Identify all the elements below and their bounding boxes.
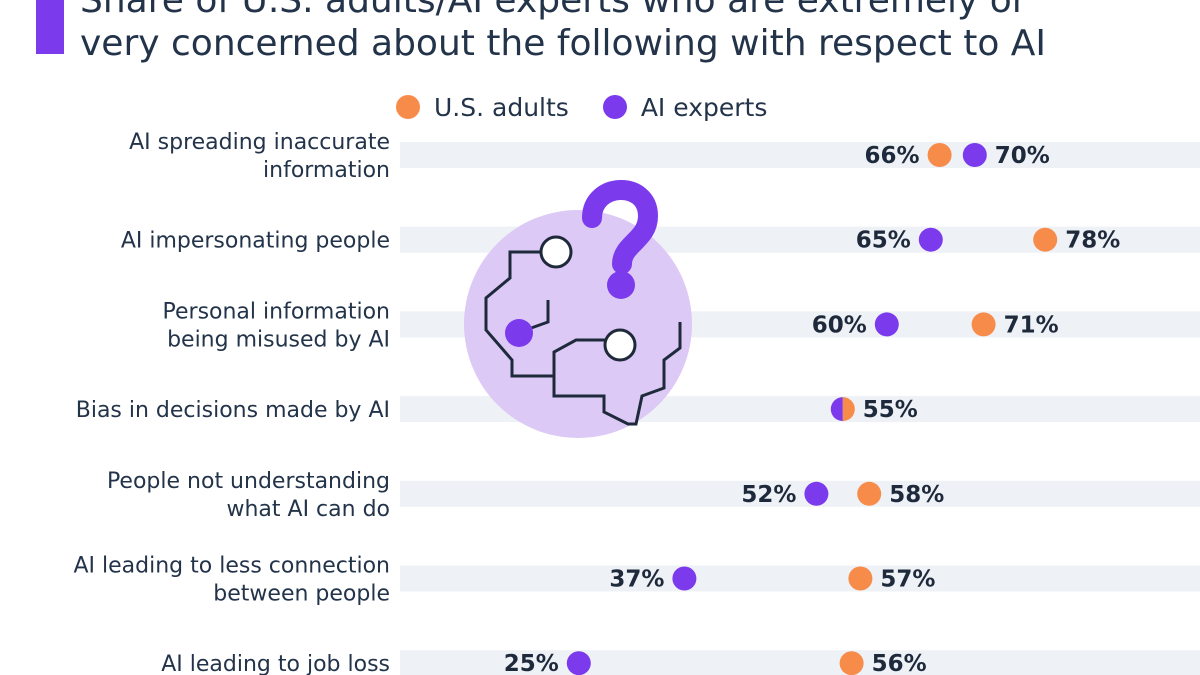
row-band — [400, 480, 1200, 507]
dot-us-adults — [842, 397, 855, 422]
row-band — [400, 650, 1200, 675]
dot-ai-experts — [830, 397, 843, 422]
title-accent-bar — [36, 0, 64, 54]
brain-question-mark-icon — [464, 180, 692, 438]
category-label: AI spreading inaccurate — [129, 130, 390, 155]
dot-ai-experts — [962, 143, 987, 167]
category-label: People not understanding — [107, 469, 390, 494]
value-label: 71% — [1004, 312, 1059, 338]
category-labels: AI spreading inaccurate information AI imp… — [74, 130, 391, 675]
category-label: Personal information — [163, 299, 391, 324]
category-label: AI leading to job loss — [161, 652, 390, 675]
legend-item-us-adults: U.S. adults — [396, 93, 569, 122]
value-label: 60% — [812, 312, 867, 338]
value-label: 25% — [504, 651, 559, 675]
chart-title-line-1: Share of U.S. adults/AI experts who are … — [80, 0, 1027, 21]
value-label: 57% — [880, 567, 935, 593]
data-points — [566, 143, 1058, 675]
dot-ai-experts — [874, 312, 899, 337]
value-label: 52% — [741, 482, 796, 508]
value-labels: 66% 70% 65% 78% 60% 71% 55% 52% 58% 37% 57% 25% 56% — [504, 143, 1121, 675]
dot-us-adults — [839, 651, 864, 675]
dot-us-adults — [927, 143, 952, 167]
row-band — [400, 142, 1200, 168]
category-label: being misused by AI — [167, 327, 390, 352]
dot-us-adults — [971, 312, 996, 337]
value-label: 65% — [856, 228, 911, 254]
dot-ai-experts — [566, 651, 591, 675]
row-band — [400, 565, 1200, 592]
value-label: 56% — [872, 651, 927, 675]
legend-item-ai-experts: AI experts — [602, 92, 768, 122]
legend-label-ai-experts: AI experts — [640, 92, 768, 122]
legend-swatch-us-adults — [396, 95, 420, 119]
value-label: 66% — [865, 143, 920, 169]
chart-title-line-2: very concerned about the following with … — [80, 23, 1047, 64]
dot-ai-experts — [918, 227, 943, 252]
dot-ai-experts — [804, 481, 829, 506]
category-label: AI impersonating people — [121, 229, 390, 254]
value-label: 78% — [1065, 228, 1120, 254]
value-label: 55% — [863, 397, 918, 423]
category-label: what AI can do — [226, 497, 390, 522]
category-label: information — [263, 158, 390, 183]
legend-label-us-adults: U.S. adults — [434, 92, 569, 122]
category-label: Bias in decisions made by AI — [76, 398, 390, 423]
dot-ai-experts — [672, 566, 697, 591]
legend-swatch-ai-experts — [602, 95, 627, 119]
category-label: between people — [213, 582, 390, 607]
dot-us-adults — [1033, 227, 1058, 252]
dot-us-adults — [857, 481, 882, 506]
category-label: AI leading to less connection — [74, 554, 391, 579]
chart-legend: U.S. adults AI experts — [396, 90, 801, 124]
value-label: 37% — [609, 567, 664, 593]
value-label: 58% — [889, 482, 944, 508]
dot-us-adults — [848, 566, 873, 591]
value-label: 70% — [995, 143, 1050, 169]
